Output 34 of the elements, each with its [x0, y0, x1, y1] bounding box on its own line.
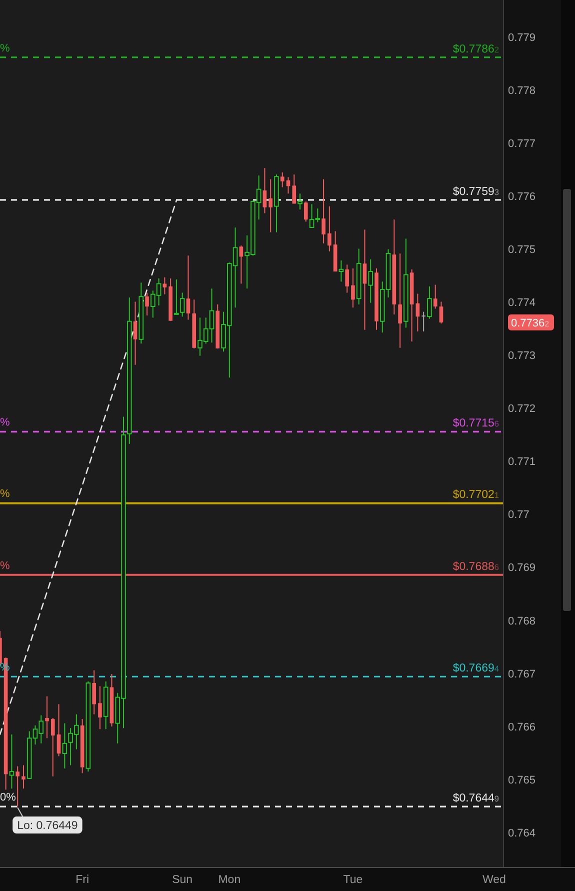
ref-line-label: $0.76886: [452, 560, 500, 573]
y-tick-label: 0.769: [508, 562, 536, 574]
y-tick-label: 0.772: [508, 403, 536, 416]
x-tick-label: Sun: [172, 874, 193, 886]
y-tick-label: 0.764: [508, 827, 536, 840]
y-tick-label: 0.775: [508, 244, 536, 256]
y-tick-label: 0.77: [508, 509, 530, 522]
annotation: %: [0, 488, 10, 500]
y-tick-label: 0.771: [508, 456, 536, 468]
ref-line-label: $0.76449: [452, 792, 500, 805]
y-tick-label: 0.779: [508, 32, 536, 44]
y-tick-label: 0.776: [508, 191, 536, 204]
y-tick-label: 0.767: [508, 668, 536, 680]
annotation: Lo: 0.76449: [17, 820, 78, 832]
y-tick-label: 0.773: [508, 350, 536, 362]
ref-line-label: $0.77156: [452, 418, 500, 430]
y-tick-label: 0.766: [508, 721, 536, 734]
annotation: %: [0, 416, 10, 429]
ref-line-label: $0.76694: [452, 662, 500, 675]
x-tick-label: Mon: [218, 874, 241, 886]
x-tick-label: Tue: [343, 874, 363, 886]
y-tick-label: 0.765: [508, 774, 536, 786]
ref-line-label: $0.77593: [452, 186, 500, 198]
annotation: 0%: [0, 792, 16, 804]
y-tick-label: 0.768: [508, 615, 536, 628]
ref-line-label: $0.77862: [452, 43, 500, 56]
y-tick-label: 0.777: [508, 138, 536, 150]
ref-line-label: $0.77021: [452, 489, 500, 502]
y-tick-label: 0.778: [508, 84, 536, 97]
annotation: %: [0, 560, 10, 572]
x-tick-label: Fri: [76, 874, 90, 886]
x-tick-label: Wed: [482, 874, 506, 886]
annotation: %: [0, 42, 10, 54]
y-tick-label: 0.774: [508, 297, 536, 310]
